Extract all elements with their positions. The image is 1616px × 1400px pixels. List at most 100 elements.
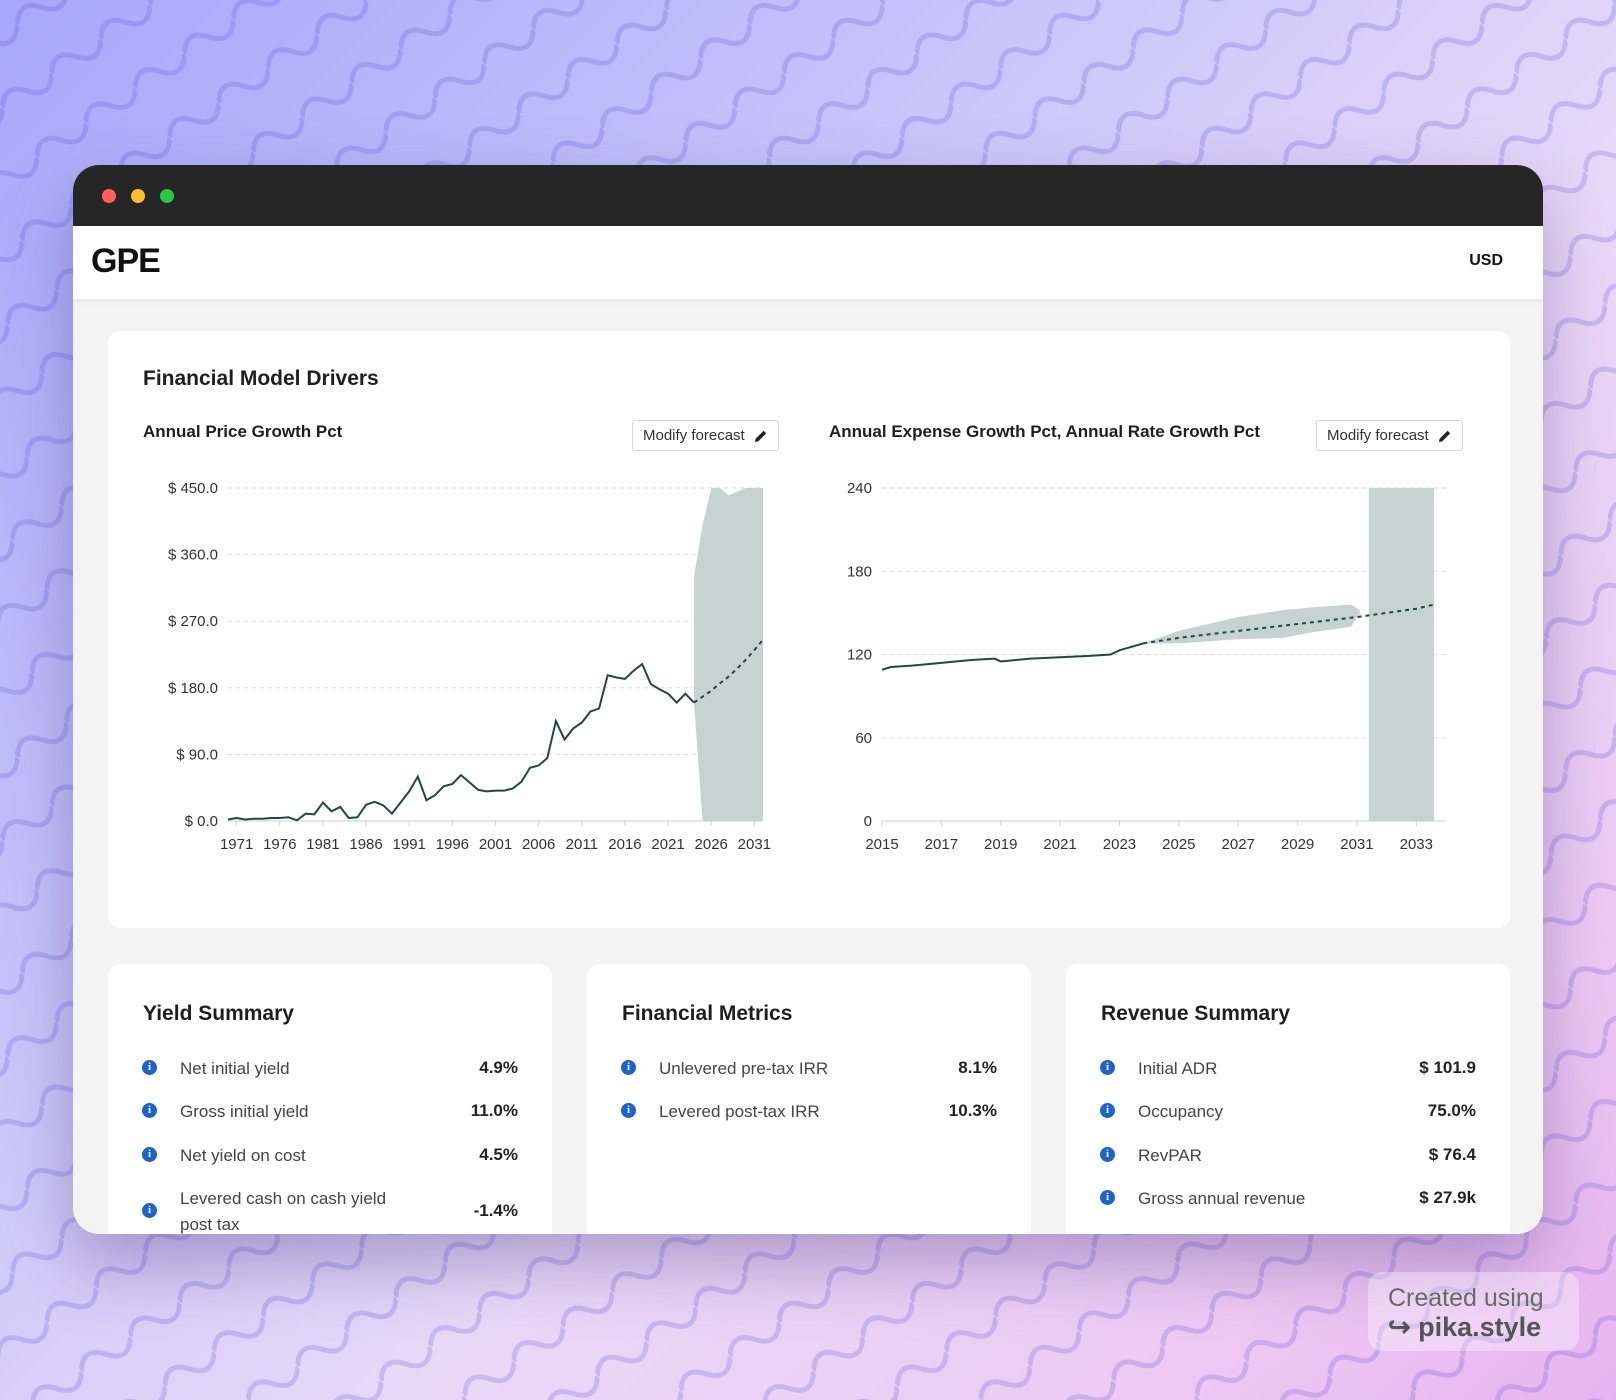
summary-value: 4.9% xyxy=(479,1058,518,1077)
x-tick-label: 1976 xyxy=(263,836,296,853)
financial-model-drivers-card: Financial Model Drivers Annual Price Gro… xyxy=(108,331,1510,928)
forecast-band xyxy=(693,488,763,821)
summary-label: RevPAR xyxy=(1138,1146,1202,1165)
x-tick-label: 1981 xyxy=(306,836,339,853)
summary-value: $ 101.9 xyxy=(1419,1058,1476,1077)
app-header: GPE USD xyxy=(73,226,1543,299)
window-titlebar xyxy=(73,165,1543,226)
summary-label: Gross annual revenue xyxy=(1138,1189,1306,1208)
summary-label: Net initial yield xyxy=(180,1059,290,1078)
summary-label: Gross initial yield xyxy=(180,1102,309,1121)
x-tick-label: 2021 xyxy=(1043,836,1076,853)
y-tick-label: $ 0.0 xyxy=(185,813,218,830)
summary-label: Net yield on cost xyxy=(180,1146,306,1165)
y-tick-label: 240 xyxy=(847,480,872,497)
modify-forecast-label: Modify forecast xyxy=(643,427,745,444)
forecast-series-line xyxy=(693,639,764,704)
info-icon[interactable]: i xyxy=(142,1060,157,1075)
price-growth-chart-title: Annual Price Growth Pct xyxy=(143,422,343,441)
modify-forecast-label: Modify forecast xyxy=(1327,427,1429,444)
y-tick-label: $ 180.0 xyxy=(168,680,218,697)
minimize-window-button[interactable] xyxy=(131,189,145,203)
summary-value: -1.4% xyxy=(473,1201,518,1220)
pencil-icon xyxy=(754,430,766,442)
pika-style-badge[interactable]: Created using ↪ pika.style xyxy=(1368,1272,1579,1351)
x-tick-label: 2011 xyxy=(566,836,598,853)
summary-label: Levered cash on cash yield post tax xyxy=(180,1189,387,1234)
modify-forecast-button-expense[interactable]: Modify forecast xyxy=(1316,420,1463,451)
yield-summary-title: Yield Summary xyxy=(143,1002,294,1025)
y-tick-label: $ 90.0 xyxy=(176,746,218,763)
summary-value: 11.0% xyxy=(470,1101,518,1120)
badge-line-2: ↪ pika.style xyxy=(1388,1312,1542,1342)
currency-selector[interactable]: USD xyxy=(1469,252,1503,269)
badge-brand: pika.style xyxy=(1418,1312,1542,1342)
x-tick-label: 1971 xyxy=(220,836,253,853)
y-tick-label: 120 xyxy=(847,647,872,664)
summary-value: 4.5% xyxy=(479,1145,518,1164)
y-tick-label: 180 xyxy=(847,563,872,580)
x-tick-label: 1986 xyxy=(349,836,382,853)
info-icon[interactable]: i xyxy=(1100,1103,1115,1118)
historical-series-line xyxy=(881,642,1144,671)
summary-label: Levered post-tax IRR xyxy=(659,1102,820,1121)
x-tick-label: 2019 xyxy=(984,836,1017,853)
x-tick-label: 2015 xyxy=(865,836,898,853)
info-icon[interactable]: i xyxy=(621,1060,636,1075)
summary-value: $ 76.4 xyxy=(1428,1145,1476,1164)
financial-metrics-title: Financial Metrics xyxy=(622,1002,793,1025)
y-tick-label: $ 450.0 xyxy=(168,480,218,497)
app-logo[interactable]: GPE xyxy=(91,242,161,280)
x-tick-label: 2016 xyxy=(608,836,641,853)
expense-rate-chart-title: Annual Expense Growth Pct, Annual Rate G… xyxy=(829,422,1261,441)
y-tick-label: 60 xyxy=(855,730,872,747)
x-tick-label: 2027 xyxy=(1222,836,1255,853)
price-growth-chart: $ 450.0$ 360.0$ 270.0$ 180.0$ 90.0$ 0.01… xyxy=(168,480,771,853)
financial-metrics-card: Financial Metrics i Unlevered pre-tax IR… xyxy=(587,964,1031,1234)
info-icon[interactable]: i xyxy=(142,1103,157,1118)
yield-summary-card: Yield Summary i Net initial yield 4.9% i… xyxy=(108,964,552,1234)
x-tick-label: 2001 xyxy=(479,836,512,853)
info-icon[interactable]: i xyxy=(621,1103,636,1118)
x-tick-label: 2026 xyxy=(695,836,728,853)
x-tick-label: 2025 xyxy=(1162,836,1195,853)
x-tick-label: 2017 xyxy=(925,836,958,853)
badge-line-1: Created using xyxy=(1388,1284,1544,1312)
info-icon[interactable]: i xyxy=(1100,1190,1115,1205)
pencil-icon xyxy=(1438,430,1450,442)
x-tick-label: 2031 xyxy=(738,836,771,853)
info-icon[interactable]: i xyxy=(142,1203,157,1218)
modify-forecast-button-price[interactable]: Modify forecast xyxy=(632,420,779,451)
close-window-button[interactable] xyxy=(102,189,116,203)
x-tick-label: 2031 xyxy=(1340,836,1373,853)
expense-rate-growth-chart: 240 180 120 60 0 2015 2017 2019 2021 2023 2025 2027… xyxy=(847,480,1446,853)
x-tick-label: 1991 xyxy=(393,836,426,853)
summary-label: Occupancy xyxy=(1138,1102,1224,1121)
revenue-summary-card: Revenue Summary i Initial ADR $ 101.9 i … xyxy=(1066,964,1510,1234)
y-tick-label: $ 360.0 xyxy=(168,547,218,564)
historical-series-line xyxy=(227,662,695,822)
browser-window: GPE USD Financial Model Drivers Annual P… xyxy=(73,165,1543,1234)
x-tick-label: 2006 xyxy=(522,836,555,853)
summary-value: 8.1% xyxy=(958,1058,997,1077)
drivers-title: Financial Model Drivers xyxy=(143,367,379,390)
summary-value: 75.0% xyxy=(1427,1101,1476,1120)
info-icon[interactable]: i xyxy=(142,1147,157,1162)
forecast-region xyxy=(1368,488,1435,821)
y-tick-label: 0 xyxy=(864,813,872,830)
maximize-window-button[interactable] xyxy=(160,189,174,203)
forecast-band xyxy=(1143,604,1360,644)
x-tick-label: 1996 xyxy=(436,836,469,853)
forecast-series-line xyxy=(1143,603,1435,645)
revenue-summary-title: Revenue Summary xyxy=(1101,1002,1291,1025)
x-tick-label: 2029 xyxy=(1281,836,1314,853)
x-tick-label: 2023 xyxy=(1103,836,1136,853)
y-tick-label: $ 270.0 xyxy=(168,613,218,630)
x-tick-label: 2033 xyxy=(1400,836,1433,853)
info-icon[interactable]: i xyxy=(1100,1060,1115,1075)
x-tick-label: 2021 xyxy=(651,836,684,853)
summary-value: 10.3% xyxy=(948,1101,997,1120)
summary-value: $ 27.9k xyxy=(1419,1188,1476,1207)
info-icon[interactable]: i xyxy=(1100,1147,1115,1162)
summary-label: Unlevered pre-tax IRR xyxy=(659,1059,829,1078)
